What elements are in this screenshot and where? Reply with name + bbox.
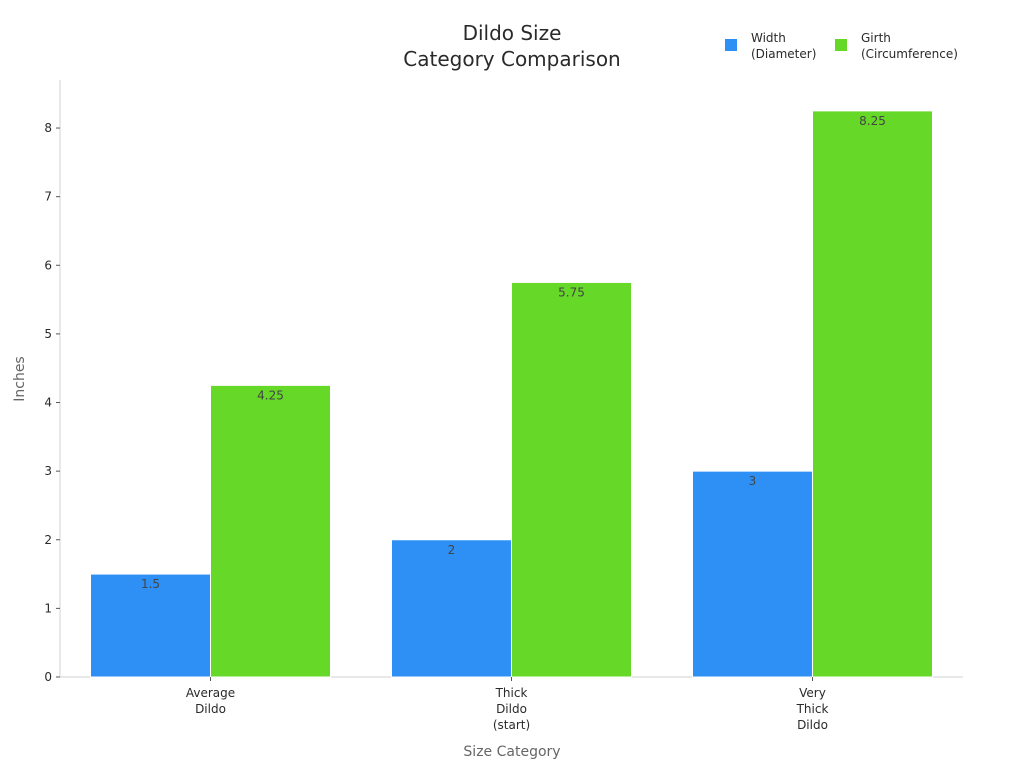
y-tick-label: 8: [44, 121, 52, 135]
bar-width-2: [692, 470, 813, 678]
x-tick-label-0: Average Dildo: [186, 686, 235, 716]
y-tick-label: 1: [44, 601, 52, 615]
chart-title-line-1: Dildo Size: [463, 21, 562, 45]
legend-label-width-line-1: Width: [751, 31, 786, 45]
y-tick-label: 0: [44, 670, 52, 684]
bar-label-width-1: 2: [448, 543, 456, 557]
bar-width-1: [391, 539, 512, 678]
legend-label-width-line-2: (Diameter): [751, 47, 816, 61]
y-axis-label: Inches: [12, 356, 28, 401]
legend-swatch-width: [725, 39, 737, 51]
chart-title-line-2: Category Comparison: [403, 47, 620, 71]
y-tick-label: 6: [44, 258, 52, 272]
bar-labels: 1.5 4.25 2 5.75 3 8.25: [141, 114, 886, 591]
legend-label-girth-line-2: (Circumference): [861, 47, 958, 61]
y-tick-label: 5: [44, 327, 52, 341]
x-axis-label: Size Category: [463, 744, 560, 760]
legend: Width (Diameter) Girth (Circumference): [725, 31, 958, 61]
bar-girth-2: [812, 110, 933, 678]
y-axis-ticks: 0 1 2 3 4 5 6 7 8: [44, 121, 60, 684]
chart-title: Dildo Size Category Comparison: [403, 21, 620, 71]
y-tick-label: 2: [44, 533, 52, 547]
x-tick-label-1: Thick Dildo (start): [493, 686, 530, 732]
bar-label-width-2: 3: [749, 474, 757, 488]
bar-label-girth-0: 4.25: [257, 388, 284, 402]
y-tick-label: 3: [44, 464, 52, 478]
y-tick-label: 7: [44, 190, 52, 204]
y-tick-label: 4: [44, 396, 52, 410]
bar-width-0: [90, 573, 211, 678]
bar-girth-0: [210, 384, 331, 678]
x-axis-ticks: Average Dildo Thick Dildo (start) Very Thick Di…: [186, 677, 829, 732]
legend-label-girth-line-1: Girth: [861, 31, 891, 45]
bar-label-girth-2: 8.25: [859, 114, 886, 128]
bars: [90, 110, 933, 678]
bar-label-girth-1: 5.75: [558, 285, 585, 299]
bar-girth-1: [511, 281, 632, 678]
legend-swatch-girth: [835, 39, 847, 51]
bar-label-width-0: 1.5: [141, 577, 160, 591]
x-tick-label-2: Very Thick Dildo: [796, 686, 829, 732]
